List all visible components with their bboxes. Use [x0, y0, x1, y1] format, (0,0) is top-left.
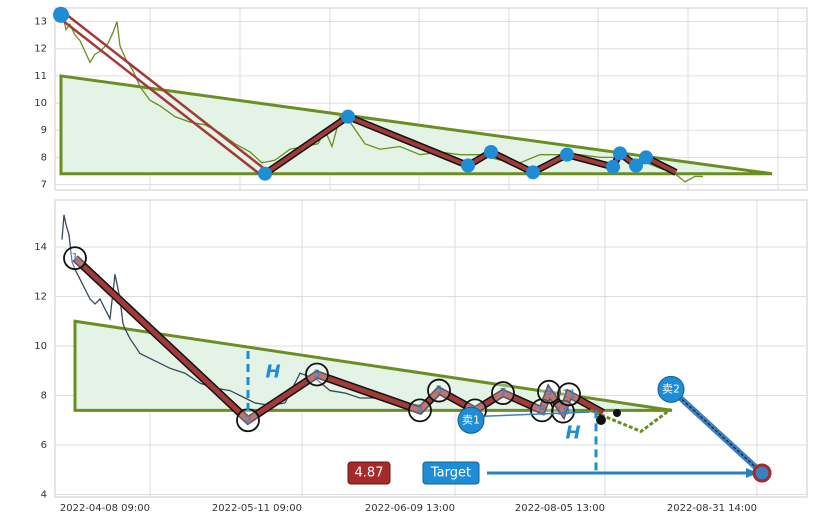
- zigzag: [73, 256, 605, 424]
- pivot-label: 9: [546, 385, 553, 398]
- pivot-circle: [63, 246, 87, 271]
- zigzag-point: [526, 165, 540, 180]
- x-tick-label: 2022-06-09 13:00: [365, 503, 455, 514]
- sell-label: 卖1: [462, 413, 480, 426]
- triangle: [73, 319, 673, 412]
- y-tick-label: 4: [41, 490, 47, 501]
- target-arrow-head: [746, 467, 758, 478]
- pivot-label: 4: [417, 403, 424, 416]
- sell-label: 卖2: [662, 382, 680, 395]
- sell-marker: [657, 375, 685, 403]
- pivot-label: 8: [539, 403, 546, 416]
- target-label: Target: [430, 465, 471, 480]
- x-tick-label: 2022-04-08 09:00: [60, 503, 150, 514]
- h-label: H: [565, 423, 580, 444]
- sell-marker: [457, 406, 485, 434]
- pivot-dot: [613, 409, 621, 417]
- pivot-label: 5: [436, 384, 443, 397]
- target-point: [752, 463, 772, 483]
- y-tick-label: 14: [34, 242, 47, 253]
- y-tick-label: 13: [34, 17, 47, 28]
- y-tick-label: 8: [41, 152, 47, 163]
- zigzag-point: [484, 144, 498, 159]
- pivot-label: 2: [245, 413, 252, 426]
- pivot-circle: [305, 362, 329, 387]
- pivot-circle: [427, 378, 451, 403]
- y-tick-label: 8: [41, 391, 47, 402]
- h-label: H: [265, 362, 280, 383]
- target-box: [422, 461, 480, 485]
- y-tick-label: 11: [34, 71, 47, 82]
- zigzag-point: [639, 150, 653, 165]
- y-tick-label: 10: [34, 98, 47, 109]
- pivot-label: 7: [500, 386, 507, 399]
- target-value: 4.87: [355, 465, 384, 480]
- y-tick-label: 6: [41, 440, 47, 451]
- pivot-circle: [408, 398, 432, 423]
- zigzag-point: [606, 159, 620, 174]
- zigzag-point: [461, 158, 475, 173]
- y-tick-label: 9: [41, 125, 47, 136]
- zigzag-edge: [57, 16, 264, 178]
- y-tick-label: 12: [34, 44, 47, 55]
- sell-link: [482, 411, 591, 418]
- x-tick-label: 2022-05-11 09:00: [212, 503, 302, 514]
- target-value-box: [347, 461, 391, 485]
- pivot-label: 3: [314, 367, 321, 380]
- x-tick-label: 2022-08-31 14:00: [667, 503, 757, 514]
- zigzag-point: [629, 158, 643, 173]
- zigzag-point: [560, 147, 574, 162]
- target-path-core: [670, 388, 763, 474]
- zigzag-point: [341, 109, 355, 124]
- x-tick-label: 2022-08-05 13:00: [515, 503, 605, 514]
- y-tick-label: 12: [34, 292, 47, 303]
- zigzag-edge: [62, 11, 269, 173]
- y-tick-label: 10: [34, 341, 47, 352]
- pivot-label: 11: [562, 387, 576, 400]
- pivot-circle: [557, 382, 581, 407]
- y-tick-label: 7: [41, 180, 47, 191]
- pivot-dot: [596, 415, 606, 425]
- projection: [589, 407, 672, 434]
- zigzag-point: [258, 166, 272, 181]
- zigzag-point: [53, 6, 69, 23]
- pivot-circle: [491, 381, 515, 405]
- pivot-circle: [537, 379, 561, 404]
- pivot-label: 10: [556, 405, 570, 418]
- pivot-label: 1: [72, 251, 79, 264]
- price-line: [61, 214, 421, 407]
- zigzag-point: [613, 146, 627, 161]
